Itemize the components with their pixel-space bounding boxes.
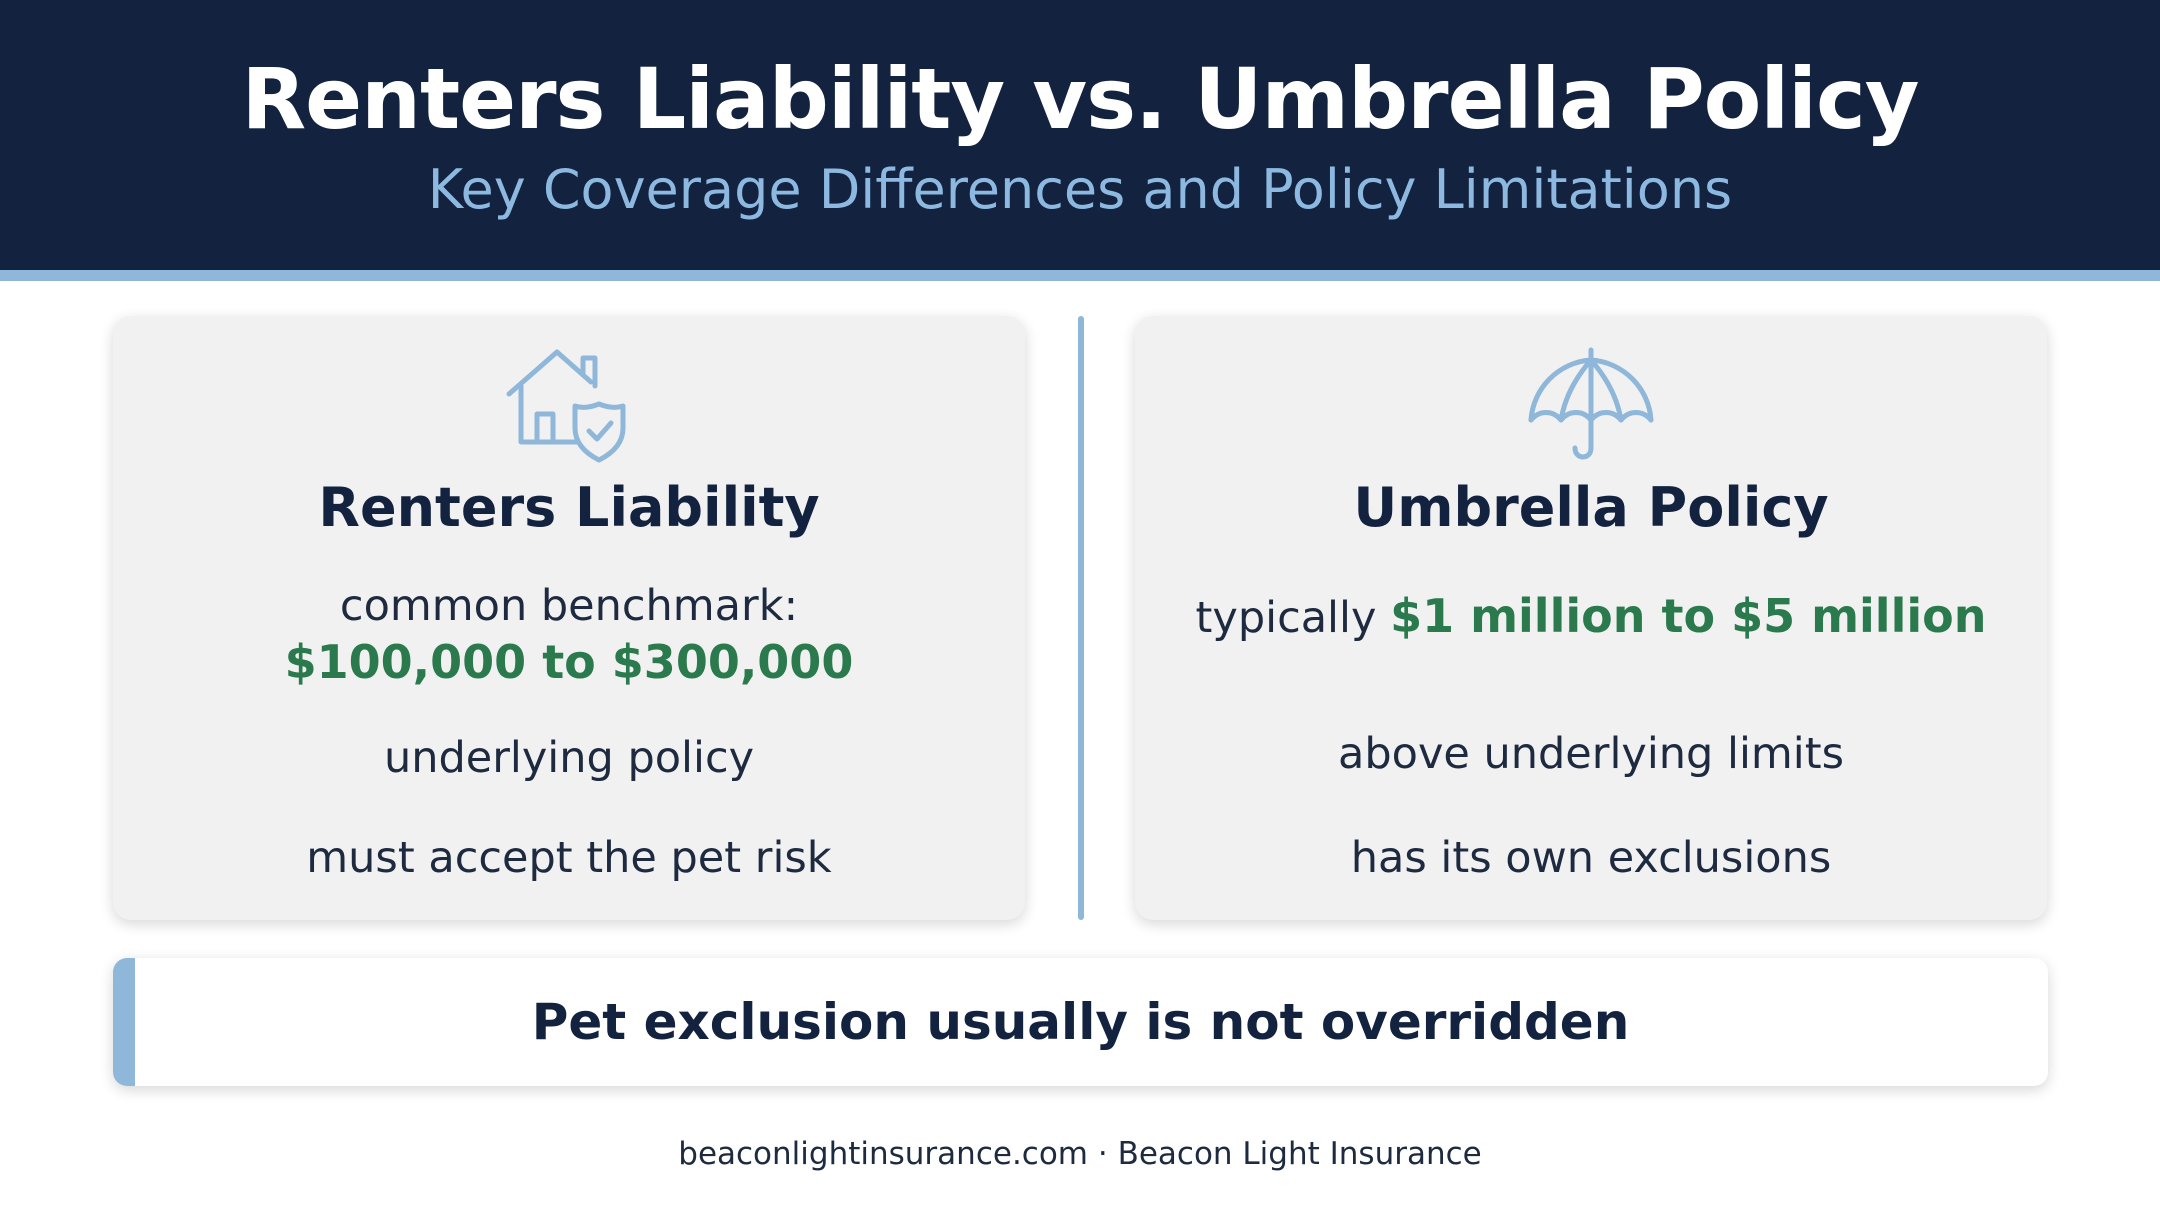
card-line-2: has its own exclusions — [1350, 833, 1832, 883]
card-title: Umbrella Policy — [1353, 476, 1829, 539]
key-takeaway-banner: Pet exclusion usually is not overridden — [113, 958, 2048, 1086]
footer: beaconlightinsurance.com · Beacon Light … — [678, 1136, 1482, 1172]
range-prefix: typically — [1195, 593, 1391, 643]
header: Renters Liability vs. Umbrella Policy Ke… — [0, 0, 2160, 270]
header-stripe — [0, 270, 2160, 281]
card-line-1: underlying policy — [383, 733, 755, 783]
card-line-1: above underlying limits — [1337, 729, 1844, 779]
umbrella-policy-card: Umbrella Policy typically $1 million to … — [1135, 316, 2047, 920]
card-line-2: must accept the pet risk — [306, 833, 832, 883]
benchmark-label: common benchmark: — [339, 581, 799, 631]
range-value: $1 million to $5 million — [1390, 589, 1987, 643]
banner-text: Pet exclusion usually is not overridden — [531, 993, 1630, 1051]
page-title: Renters Liability vs. Umbrella Policy — [241, 50, 1919, 148]
umbrella-icon — [1135, 336, 2047, 466]
page-subtitle: Key Coverage Differences and Policy Limi… — [427, 158, 1733, 221]
card-title: Renters Liability — [318, 476, 820, 539]
banner-accent-bar — [113, 958, 135, 1086]
benchmark-value: $100,000 to $300,000 — [284, 635, 854, 689]
vertical-divider — [1078, 316, 1084, 920]
coverage-range: typically $1 million to $5 million — [1135, 588, 2047, 646]
house-shield-icon — [113, 336, 1025, 466]
renters-liability-card: Renters Liability common benchmark: $100… — [113, 316, 1025, 920]
